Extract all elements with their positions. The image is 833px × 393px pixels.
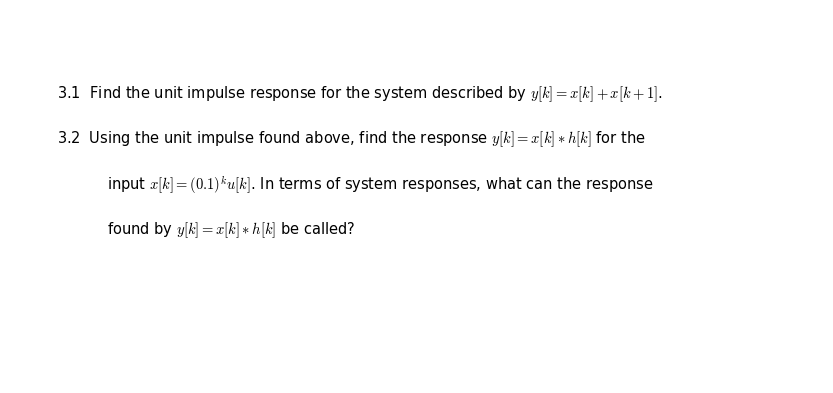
Text: found by $y[k]= x[k]*h[k]$ be called?: found by $y[k]= x[k]*h[k]$ be called? bbox=[107, 220, 355, 240]
Text: 3.1  Find the unit impulse response for the system described by $y[k]= x[k]+ x[k: 3.1 Find the unit impulse response for t… bbox=[57, 84, 662, 104]
Text: input $x[k]= (0.1)^k u[k]$. In terms of system responses, what can the response: input $x[k]= (0.1)^k u[k]$. In terms of … bbox=[107, 174, 653, 196]
Text: 3.2  Using the unit impulse found above, find the response $y[k]= x[k]* h[k]$ fo: 3.2 Using the unit impulse found above, … bbox=[57, 130, 646, 149]
